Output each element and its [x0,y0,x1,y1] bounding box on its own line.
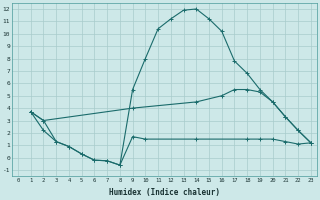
X-axis label: Humidex (Indice chaleur): Humidex (Indice chaleur) [109,188,220,197]
